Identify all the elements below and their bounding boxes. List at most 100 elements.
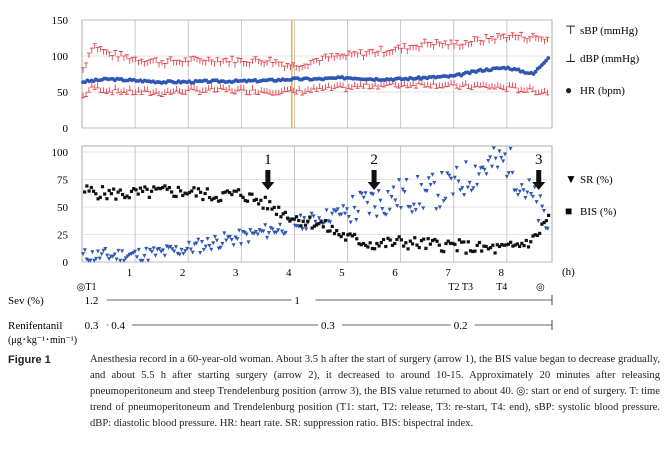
sr-point [527,178,532,183]
sr-point [149,249,154,254]
y-tick-label: 50 [57,87,69,99]
sbp-point [244,61,249,67]
bis-point [134,188,138,192]
bis-point [210,198,214,202]
dbp-point [501,84,506,91]
bis-point [457,238,461,242]
sr-point [454,165,459,170]
bis-point [384,244,388,249]
dbp-point [186,85,191,91]
bis-point [109,192,114,196]
bis-point [254,197,259,202]
sr-point [265,235,270,240]
dbp-point [250,85,255,91]
dbp-point [273,89,278,96]
dbp-point [376,83,381,90]
sr-point [235,237,240,242]
bis-point [136,192,140,196]
sr-point [101,248,106,253]
dbp-point [154,88,159,94]
bis-point [91,189,96,193]
sr-point [426,176,431,181]
bis-point [366,245,370,249]
dbp-point [174,86,179,92]
sr-point [382,211,387,216]
sr-point [140,258,145,263]
sr-point [529,191,534,196]
sbp-point [332,55,337,62]
sr-point [439,170,444,175]
sbp-point [253,56,258,62]
sr-point [331,208,336,213]
sbp-point [305,63,310,70]
sr-point [356,209,361,214]
sbp-point [92,43,97,49]
dbp-point [247,89,252,96]
bis-point [328,229,332,233]
sr-point [222,231,227,236]
sbp-point [516,34,521,41]
x-tick-label: 4 [286,267,292,279]
sr-point [279,229,284,234]
sr-legend-label: SR (%) [580,174,613,186]
sbp-point [428,42,433,48]
dbp-point [323,84,328,90]
sbp-point [116,56,121,62]
dbp-point [317,83,322,89]
sr-point [268,226,273,231]
x-tick-label: 6 [392,267,398,279]
dbp-point [498,83,503,90]
bis-point [192,186,196,190]
bis-point [294,215,299,219]
sr-point [365,200,370,205]
dbp-point [113,84,118,91]
bis-point [433,237,437,242]
sr-point [517,189,522,194]
dbp-point [218,83,223,90]
dbp-point [425,81,430,87]
sr-point [136,247,141,252]
bis-point [83,190,87,194]
sr-point [231,243,236,248]
sr-point [445,171,450,176]
sr-point [462,193,467,198]
sr-point [482,167,487,172]
sbp-point [142,61,147,67]
dbp-point [396,83,401,89]
sr-point [434,207,439,212]
hr-point [544,58,549,63]
y-tick-label: 75 [57,175,69,187]
bis-point [395,237,399,242]
sr-point [436,193,441,198]
sbp-point [186,60,191,67]
caption-label: Figure 1 [8,354,51,366]
bis-point [199,190,203,194]
sr-point [413,208,418,213]
sbp-point [498,34,503,41]
bis-point [337,233,341,237]
bis-point [426,237,430,241]
sr-point [402,190,407,195]
sr-point [162,253,167,258]
dbp-point [329,85,334,91]
bis-point [203,191,207,196]
sbp-point [536,36,541,42]
sbp-point [247,61,252,68]
sr-point [376,189,381,194]
dbp-point [495,82,500,88]
sr-point [447,173,452,178]
dbp-point [282,86,287,92]
sbp-point [341,53,346,60]
sbp-point [259,60,264,66]
sr-point [400,187,405,192]
sr-point [276,228,281,233]
bis-point [373,247,377,251]
sbp-point [145,60,150,66]
sr-point [410,210,415,215]
sr-point [103,247,108,252]
dbp-point [89,82,94,88]
bis-point [187,190,192,195]
sr-point [153,253,158,258]
bis-point [152,185,156,189]
